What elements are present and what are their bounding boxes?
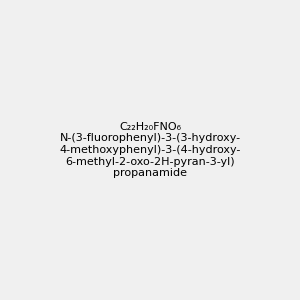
Text: C₂₂H₂₀FNO₆
N-(3-fluorophenyl)-3-(3-hydroxy-
4-methoxyphenyl)-3-(4-hydroxy-
6-met: C₂₂H₂₀FNO₆ N-(3-fluorophenyl)-3-(3-hydro… <box>59 122 241 178</box>
